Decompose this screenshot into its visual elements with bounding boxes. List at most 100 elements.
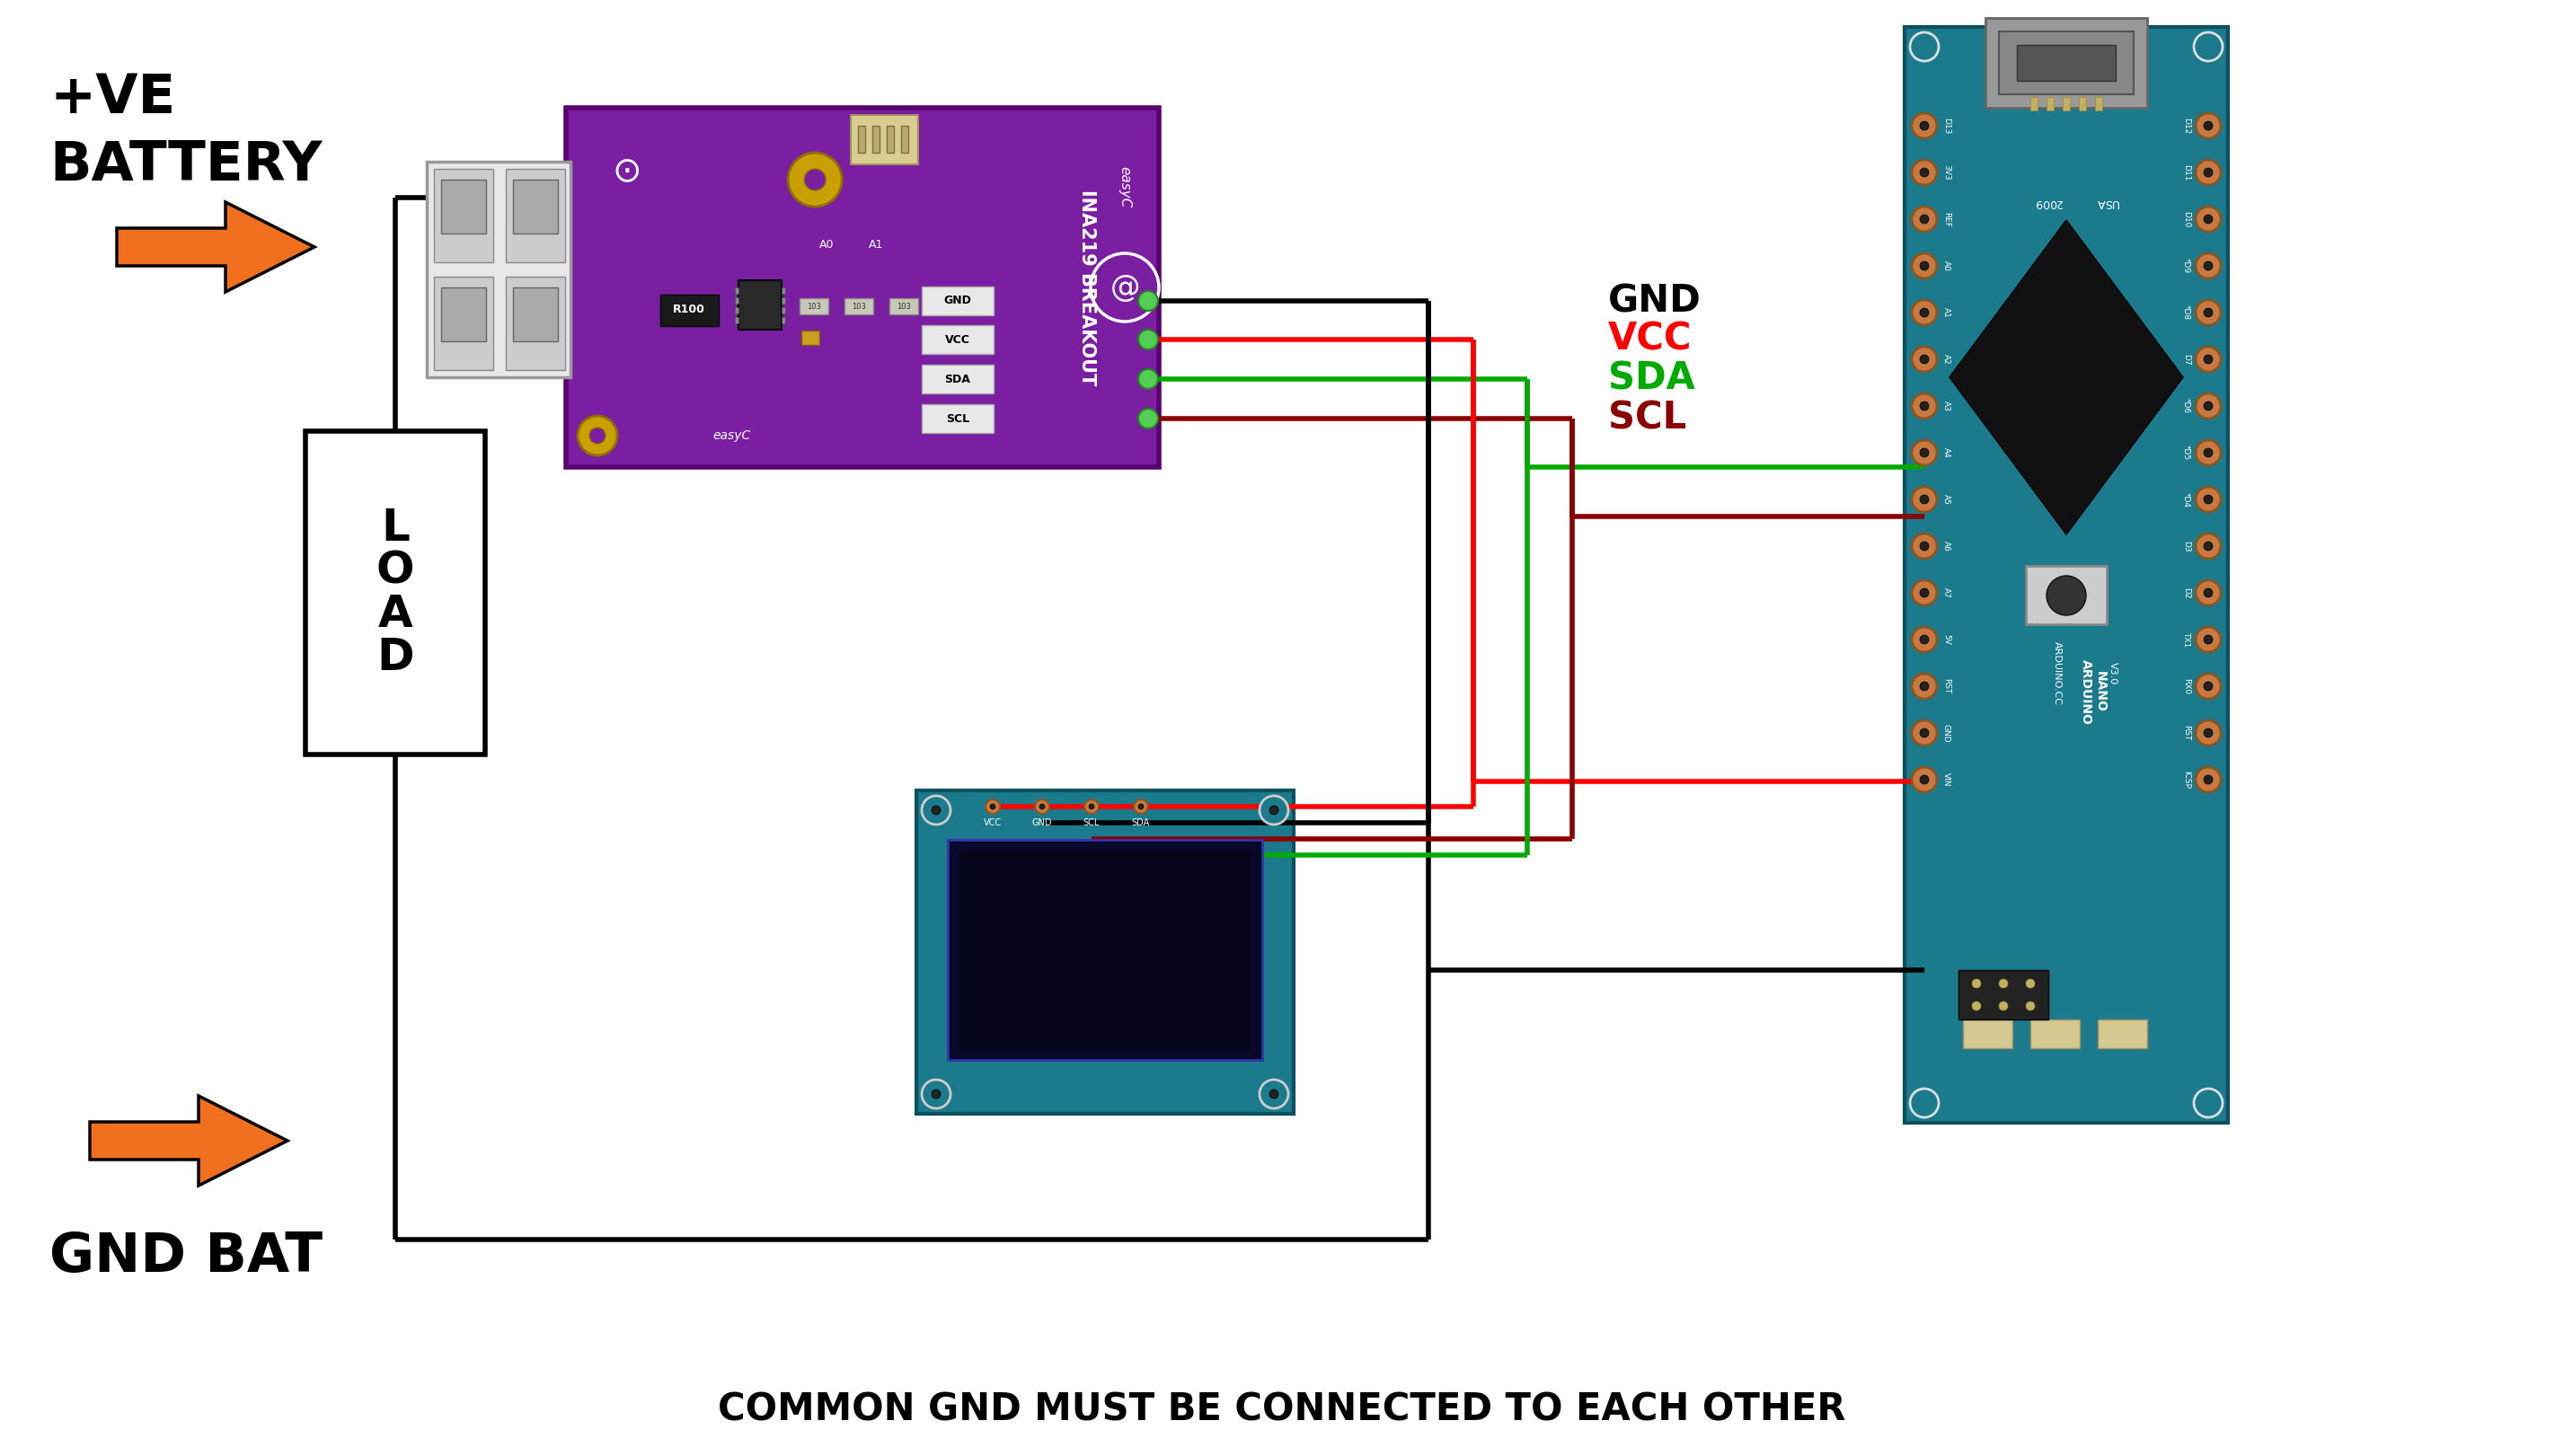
Bar	[2018, 45, 2115, 82]
Circle shape	[1910, 1089, 1938, 1117]
Bar	[513, 287, 559, 341]
Text: V3.0: V3.0	[2108, 662, 2118, 684]
Circle shape	[2202, 448, 2213, 457]
Circle shape	[2195, 160, 2220, 185]
Circle shape	[2195, 533, 2220, 559]
Circle shape	[2202, 402, 2213, 411]
Text: SDA: SDA	[1131, 818, 1151, 827]
Text: ARDUINO.CC: ARDUINO.CC	[2054, 642, 2061, 706]
Circle shape	[1090, 253, 1159, 322]
Circle shape	[1913, 440, 1936, 466]
Text: D12: D12	[2182, 118, 2190, 134]
Circle shape	[1913, 628, 1936, 652]
Circle shape	[787, 153, 841, 207]
Circle shape	[1920, 681, 1928, 690]
Circle shape	[590, 428, 605, 444]
Text: *D4: *D4	[2182, 492, 2190, 507]
Text: BATTERY: BATTERY	[49, 140, 323, 192]
Bar	[736, 307, 738, 313]
Circle shape	[920, 1080, 951, 1108]
Circle shape	[1913, 721, 1936, 745]
Text: D11: D11	[2182, 165, 2190, 181]
Text: ICSP: ICSP	[2182, 770, 2190, 789]
Bar	[736, 287, 738, 294]
Text: USA: USA	[2095, 197, 2118, 208]
Text: R100: R100	[672, 304, 705, 316]
Circle shape	[1910, 32, 1938, 61]
Text: A1: A1	[869, 239, 882, 250]
Circle shape	[1138, 370, 1159, 389]
Polygon shape	[1949, 220, 2182, 534]
Circle shape	[2026, 1002, 2036, 1010]
Circle shape	[2195, 721, 2220, 745]
Bar	[433, 277, 492, 370]
Text: ⊙: ⊙	[613, 153, 641, 188]
Bar	[800, 298, 828, 314]
Circle shape	[1913, 160, 1936, 185]
Circle shape	[1920, 355, 1928, 364]
Circle shape	[1138, 409, 1159, 428]
Circle shape	[1920, 495, 1928, 504]
Circle shape	[1138, 329, 1159, 349]
Bar	[441, 179, 487, 233]
Bar	[662, 294, 718, 326]
Text: COMMON GND MUST BE CONNECTED TO EACH OTHER: COMMON GND MUST BE CONNECTED TO EACH OTH…	[718, 1392, 1846, 1428]
Circle shape	[1920, 262, 1928, 271]
Circle shape	[2202, 309, 2213, 317]
Circle shape	[2195, 347, 2220, 371]
Circle shape	[1920, 309, 1928, 317]
Text: RST: RST	[1944, 678, 1951, 695]
Text: easyC: easyC	[713, 430, 751, 443]
Text: A3: A3	[1944, 400, 1951, 412]
Circle shape	[2195, 393, 2220, 418]
Text: SDA: SDA	[1608, 360, 1695, 397]
Circle shape	[931, 1089, 941, 1098]
Circle shape	[2000, 978, 2008, 989]
Circle shape	[2202, 588, 2213, 597]
Circle shape	[2202, 728, 2213, 737]
Circle shape	[2000, 1002, 2008, 1010]
Bar	[2095, 98, 2102, 111]
Circle shape	[1133, 799, 1149, 814]
Text: GND: GND	[944, 296, 972, 307]
Bar	[900, 125, 908, 153]
Circle shape	[2202, 775, 2213, 785]
Text: 103: 103	[897, 303, 910, 310]
Text: D13: D13	[1944, 118, 1951, 134]
Bar	[2031, 1019, 2079, 1048]
Text: 2009: 2009	[2033, 197, 2061, 208]
Bar	[803, 331, 820, 345]
Bar	[1959, 970, 2049, 1019]
Text: *D9: *D9	[2182, 258, 2190, 274]
Circle shape	[2046, 575, 2087, 616]
Text: D7: D7	[2182, 354, 2190, 365]
Circle shape	[2195, 581, 2220, 606]
Bar	[2079, 98, 2087, 111]
Bar	[920, 405, 995, 432]
Bar	[872, 125, 879, 153]
Bar	[949, 840, 1261, 1060]
Bar	[441, 287, 487, 341]
Text: 103: 103	[851, 303, 867, 310]
Text: VIN: VIN	[1944, 773, 1951, 786]
Text: SCL: SCL	[1082, 818, 1100, 827]
Text: SDA: SDA	[944, 373, 972, 384]
Bar	[2097, 1019, 2146, 1048]
Text: 5V: 5V	[1944, 635, 1951, 645]
Circle shape	[1085, 799, 1100, 814]
Circle shape	[2195, 440, 2220, 466]
Circle shape	[1913, 767, 1936, 792]
Circle shape	[1920, 448, 1928, 457]
Bar	[887, 125, 895, 153]
Circle shape	[2202, 635, 2213, 644]
Bar	[890, 298, 918, 314]
Text: VCC: VCC	[1608, 320, 1692, 358]
Circle shape	[985, 799, 1000, 814]
Bar	[2000, 32, 2133, 95]
Text: 103: 103	[808, 303, 820, 310]
Bar	[851, 115, 918, 165]
Circle shape	[1913, 253, 1936, 278]
Circle shape	[2202, 681, 2213, 690]
Circle shape	[1913, 207, 1936, 232]
Circle shape	[1920, 542, 1928, 550]
